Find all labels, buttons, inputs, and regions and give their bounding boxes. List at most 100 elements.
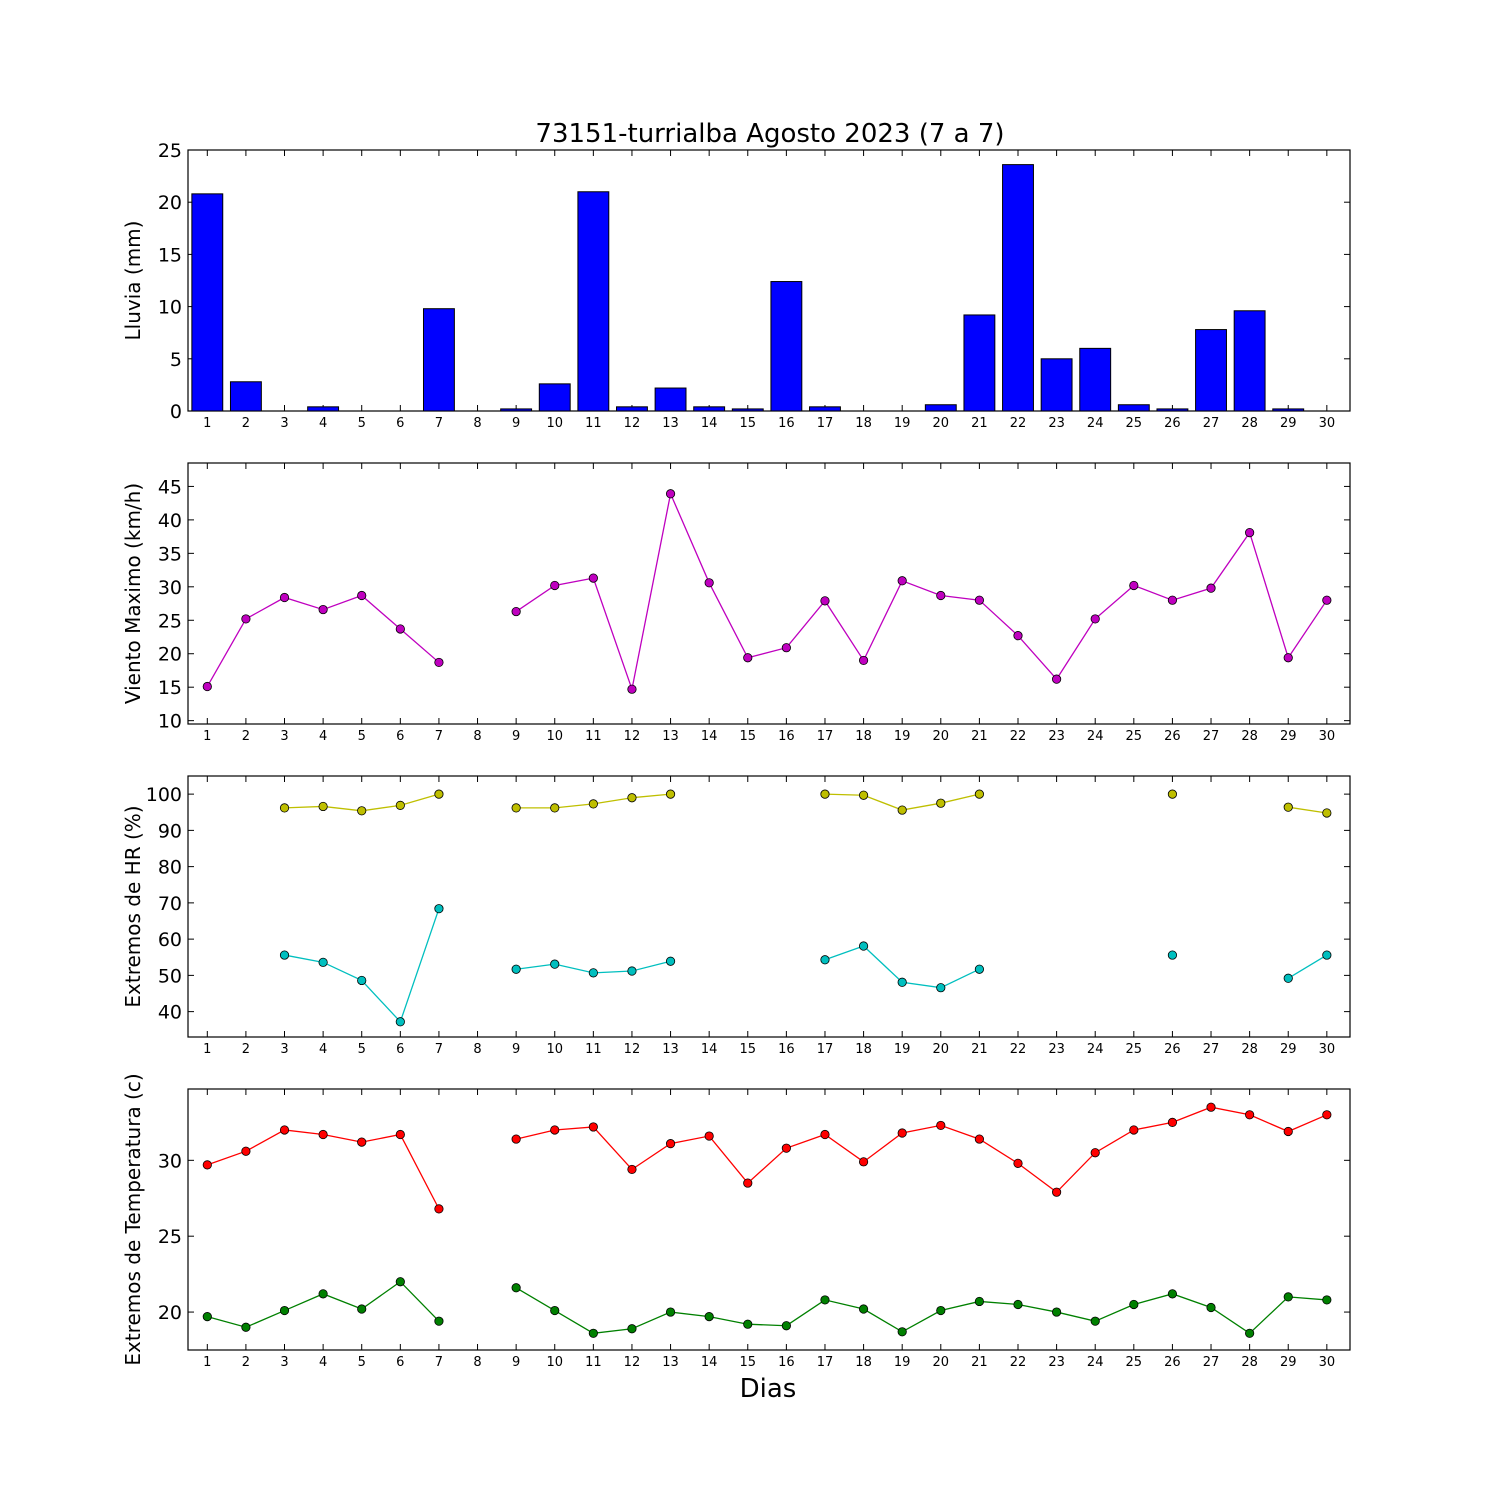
y-tick-label: 35: [158, 543, 182, 565]
data-point-wind: [1052, 674, 1062, 684]
data-point-humidity: [897, 805, 907, 815]
rain-bar: [654, 387, 687, 412]
data-point-temperature: [665, 1139, 676, 1149]
axes-frame-wind: [187, 462, 1351, 725]
data-point-temperature: [1052, 1187, 1062, 1197]
data-point-wind: [1206, 583, 1216, 593]
data-point-humidity: [665, 956, 676, 966]
x-tick-label: 27: [1203, 729, 1220, 744]
x-tick-label: 3: [280, 729, 288, 744]
x-tick-label: 27: [1203, 1355, 1220, 1370]
rain-bar: [770, 281, 803, 412]
x-tick-label: 1: [203, 416, 211, 431]
x-tick-label: 29: [1280, 729, 1297, 744]
data-point-wind: [1129, 580, 1139, 591]
data-point-wind: [974, 595, 984, 605]
rain-bar: [422, 308, 455, 412]
y-tick-label: 25: [158, 1226, 182, 1248]
x-tick-label: 22: [1010, 416, 1027, 431]
x-tick-label: 2: [242, 1355, 250, 1370]
data-point-humidity: [279, 950, 290, 960]
x-tick-label: 9: [512, 1042, 520, 1057]
data-point-temperature: [395, 1129, 405, 1140]
x-tick-label: 17: [817, 729, 834, 744]
x-tick-label: 18: [855, 416, 872, 431]
x-tick-label: 20: [933, 1355, 950, 1370]
x-tick-label: 16: [778, 416, 795, 431]
rain-bar: [809, 406, 841, 412]
data-point-temperature: [1129, 1299, 1139, 1310]
rain-bar: [577, 191, 610, 412]
y-tick-label: 45: [158, 476, 182, 498]
data-point-temperature: [1206, 1302, 1216, 1313]
x-tick-label: 1: [203, 1355, 211, 1370]
data-point-humidity: [627, 793, 637, 803]
x-tick-label: 14: [701, 416, 718, 431]
data-point-temperature: [1322, 1110, 1332, 1120]
x-tick-label: 15: [739, 1042, 756, 1057]
data-point-humidity: [434, 904, 444, 914]
x-tick-label: 4: [319, 416, 327, 431]
x-tick-label: 25: [1126, 729, 1143, 744]
data-point-temperature: [781, 1143, 791, 1153]
data-point-humidity: [974, 789, 984, 799]
y-tick-label: 70: [158, 893, 182, 915]
data-point-temperature: [936, 1120, 946, 1131]
x-tick-label: 21: [971, 729, 988, 744]
data-point-humidity: [318, 957, 328, 967]
x-tick-label: 29: [1280, 1355, 1297, 1370]
x-tick-label: 13: [662, 1355, 679, 1370]
x-tick-label: 17: [817, 1042, 834, 1057]
data-point-wind: [858, 655, 869, 666]
x-tick-label: 4: [319, 1355, 327, 1370]
x-tick-label: 11: [585, 1042, 602, 1057]
chart-title: 73151-turrialba Agosto 2023 (7 a 7): [535, 119, 1004, 149]
data-point-temperature: [434, 1204, 444, 1214]
x-tick-label: 4: [319, 729, 327, 744]
x-tick-label: 14: [701, 1355, 718, 1370]
x-tick-label: 28: [1241, 1042, 1258, 1057]
series-line-humidity: [1288, 806, 1327, 814]
x-tick-label: 21: [971, 1042, 988, 1057]
x-tick-label: 24: [1087, 729, 1104, 744]
data-point-humidity: [588, 968, 598, 978]
x-tick-label: 30: [1319, 1042, 1336, 1057]
data-point-wind: [1322, 595, 1332, 605]
x-tick-label: 22: [1010, 1042, 1027, 1057]
data-point-wind: [665, 489, 676, 499]
data-point-temperature: [550, 1305, 560, 1316]
x-tick-label: 25: [1126, 1355, 1143, 1370]
x-tick-label: 20: [933, 1042, 950, 1057]
x-tick-label: 26: [1164, 1042, 1181, 1057]
y-tick-label: 5: [170, 349, 182, 371]
data-point-wind: [434, 657, 444, 668]
x-tick-label: 12: [624, 1355, 641, 1370]
x-tick-label: 12: [624, 729, 641, 744]
data-point-temperature: [1206, 1102, 1216, 1112]
data-point-temperature: [550, 1125, 560, 1135]
data-point-wind: [1167, 595, 1178, 605]
y-tick-label: 15: [158, 244, 182, 266]
y-tick-label: 30: [158, 577, 182, 599]
data-point-wind: [781, 643, 791, 653]
data-point-temperature: [1052, 1307, 1062, 1317]
data-point-temperature: [1090, 1316, 1100, 1326]
x-tick-label: 26: [1164, 1355, 1181, 1370]
data-point-wind: [743, 653, 753, 663]
data-point-wind: [627, 684, 637, 694]
data-point-temperature: [511, 1134, 521, 1144]
data-point-temperature: [1245, 1328, 1255, 1338]
x-tick-label: 28: [1241, 1355, 1258, 1370]
y-tick-label: 20: [158, 644, 182, 666]
x-tick-label: 20: [933, 729, 950, 744]
rain-bar: [1233, 310, 1266, 412]
x-tick-label: 26: [1164, 729, 1181, 744]
data-point-wind: [704, 578, 714, 588]
rain-bar: [1002, 164, 1034, 412]
x-tick-label: 5: [358, 729, 366, 744]
data-point-wind: [936, 590, 946, 601]
x-tick-label: 23: [1048, 1355, 1065, 1370]
